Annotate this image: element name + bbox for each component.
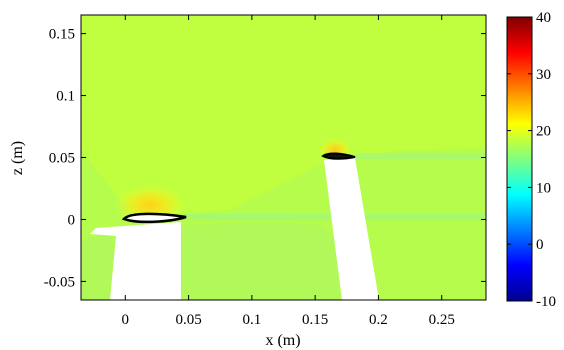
colorbar-tick-label: 20: [536, 124, 551, 140]
x-axis-label: x (m): [265, 332, 300, 349]
y-tick-label: 0.1: [56, 89, 75, 105]
x-tick-label: 0.25: [429, 312, 455, 328]
plot-area: [81, 15, 486, 300]
y-tick-label: 0: [68, 212, 76, 228]
x-tick-label: 0.2: [369, 312, 388, 328]
x-tick-label: 0.1: [242, 312, 261, 328]
colorbar: [506, 16, 533, 302]
x-tick-label: 0: [122, 312, 130, 328]
y-tick-label: 0.05: [49, 151, 75, 167]
y-tick-label: -0.05: [44, 274, 75, 290]
y-tick-label: 0.15: [49, 27, 75, 43]
airfoil-upper: [321, 152, 356, 160]
colorbar-tick-label: -10: [536, 294, 556, 310]
airfoil-lower: [121, 212, 187, 224]
support-lower: [90, 222, 181, 300]
colorbar-ticks: -10 0 10 20 30 40: [507, 10, 556, 310]
support-upper: [324, 158, 379, 300]
wake-band-upper: [356, 153, 486, 159]
x-axis-ticks: 0 0.05 0.1 0.15 0.2 0.25: [122, 15, 455, 328]
colorbar-tick-label: 40: [536, 10, 551, 26]
x-tick-label: 0.15: [302, 312, 328, 328]
colorbar-tick-label: 10: [536, 180, 551, 196]
y-axis-ticks: -0.05 0 0.05 0.1 0.15: [44, 27, 486, 290]
x-tick-label: 0.05: [175, 312, 201, 328]
colorbar-tick-label: 0: [536, 237, 544, 253]
y-axis-label: z (m): [9, 141, 26, 175]
colorbar-tick-label: 30: [536, 67, 551, 83]
